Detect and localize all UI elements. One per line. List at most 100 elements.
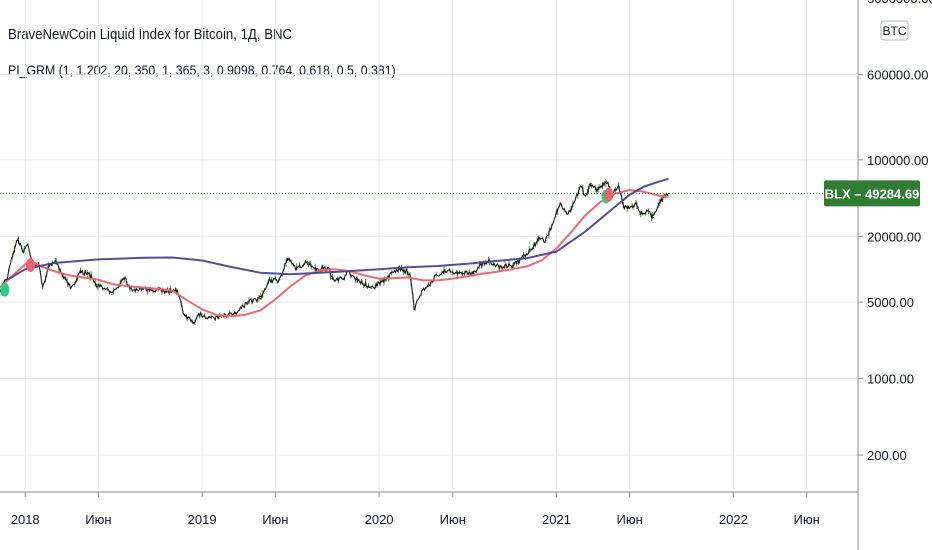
top-signal-marker — [26, 258, 36, 273]
price-point — [149, 289, 151, 291]
price-point — [181, 305, 183, 307]
currency-badge-label: BTC — [883, 24, 907, 38]
price-axis: 3000000.00 600000.00 100000.00 20000.00 5000… — [858, 0, 932, 463]
marker-layer — [0, 187, 614, 297]
price-point — [537, 239, 540, 241]
price-point — [501, 267, 503, 269]
bottom-signal-marker — [0, 282, 10, 297]
price-point — [358, 279, 360, 282]
price-point — [371, 287, 373, 289]
price-point — [575, 197, 577, 199]
price-point — [647, 210, 649, 212]
price-point — [296, 268, 298, 270]
price-point — [343, 278, 345, 280]
price-point — [37, 261, 39, 264]
x-tick-label: 2018 — [11, 512, 40, 527]
slow-average-line — [6, 177, 669, 281]
price-point — [70, 286, 72, 289]
last-price-label-group: BLX – 49284.69 — [0, 180, 920, 207]
price-point — [315, 268, 318, 270]
price-point — [618, 185, 620, 188]
price-point — [530, 248, 532, 250]
price-point — [87, 272, 89, 274]
last-price-label: BLX – 49284.69 — [825, 186, 920, 201]
price-point — [382, 279, 385, 282]
currency-badge[interactable]: BTC — [880, 20, 909, 41]
price-point — [522, 256, 525, 258]
price-point — [208, 317, 210, 319]
x-tick-label: Июн — [440, 512, 466, 527]
price-point — [628, 207, 630, 209]
price-point — [306, 261, 308, 263]
y-tick-label: 3000000.00 — [867, 0, 932, 6]
price-point — [436, 274, 438, 276]
y-tick-label: 100000.00 — [867, 153, 928, 168]
price-point — [79, 272, 82, 274]
last-price-badge — [824, 180, 920, 207]
y-tick-label: 600000.00 — [867, 68, 928, 83]
price-point — [131, 290, 133, 292]
price-point — [605, 180, 608, 182]
price-point — [123, 278, 126, 280]
price-point — [268, 279, 271, 281]
price-point — [584, 195, 586, 197]
price-point — [635, 202, 638, 204]
price-point — [111, 293, 113, 295]
price-point — [590, 182, 592, 184]
price-point — [479, 264, 481, 266]
price-point — [12, 250, 15, 253]
x-tick-label: Июн — [617, 512, 643, 527]
price-point — [559, 202, 561, 204]
price-point — [95, 283, 98, 285]
y-tick-label: 1000.00 — [867, 372, 914, 387]
price-point — [550, 228, 552, 230]
y-tick-label: 200.00 — [867, 448, 907, 463]
price-point — [220, 316, 223, 318]
time-axis: 2018 Июн 2019 Июн 2020 Июн 2021 Июн 2022 Июн — [11, 492, 820, 527]
price-point — [515, 262, 517, 264]
y-tick-label: 5000.00 — [867, 295, 914, 310]
price-point — [622, 206, 624, 208]
price-point — [6, 277, 8, 279]
series-layer — [0, 177, 670, 325]
price-point — [658, 202, 660, 204]
price-series-line — [0, 180, 669, 325]
price-point — [639, 213, 641, 215]
top-signal-marker — [604, 187, 614, 202]
price-point — [198, 313, 200, 315]
price-point — [580, 185, 582, 188]
price-point — [413, 308, 415, 310]
price-point — [422, 289, 424, 291]
price-point — [27, 243, 29, 245]
x-tick-label: 2020 — [365, 512, 394, 527]
price-point — [443, 271, 446, 273]
price-point — [22, 250, 24, 253]
price-point — [17, 238, 19, 240]
price-point — [286, 258, 289, 260]
price-point — [596, 190, 598, 192]
y-tick-label: 20000.00 — [867, 229, 921, 244]
price-point — [567, 213, 569, 215]
x-tick-label: Июн — [262, 512, 288, 527]
price-point — [176, 290, 178, 292]
grid-lines — [0, 0, 858, 492]
price-point — [667, 192, 670, 195]
price-point — [62, 276, 64, 278]
chart-title: BraveNewCoin Liquid Index for Bitcoin, 1… — [8, 26, 293, 43]
price-point — [193, 322, 195, 324]
price-point — [104, 289, 106, 291]
price-point — [412, 300, 415, 302]
x-tick-label: Июн — [85, 512, 111, 527]
price-point — [458, 271, 461, 273]
price-point — [259, 297, 261, 300]
x-tick-label: 2021 — [542, 512, 571, 527]
price-point — [42, 286, 44, 288]
price-point — [183, 314, 185, 316]
price-point — [331, 278, 333, 280]
price-point — [234, 313, 236, 315]
fast-average-line — [0, 189, 669, 318]
price-point — [279, 279, 281, 281]
price-point — [545, 239, 547, 242]
x-tick-label: Июн — [793, 512, 819, 527]
